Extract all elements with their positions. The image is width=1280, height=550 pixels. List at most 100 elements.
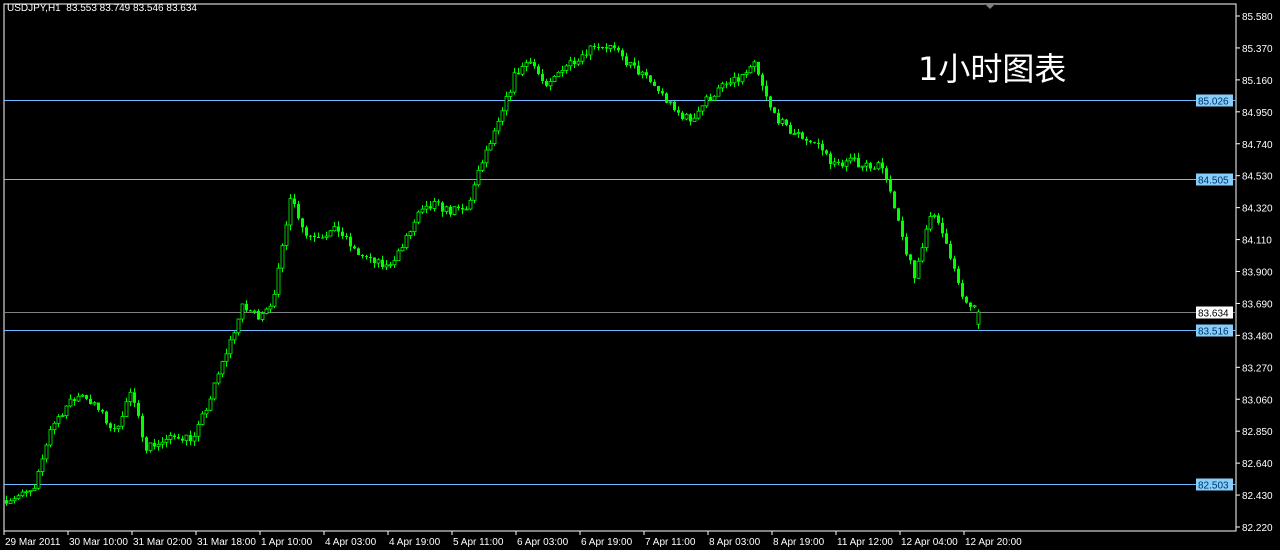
x-tick-label: 11 Apr 12:00 [837, 537, 893, 548]
y-tick-label: 82.430 [1242, 491, 1273, 502]
candle-body [716, 87, 721, 97]
x-tick-label: 1 Apr 10:00 [261, 537, 313, 548]
candle-body [48, 429, 53, 446]
candle-body [105, 411, 108, 424]
horizontal-line-label-bg [1196, 173, 1233, 186]
candle-body [392, 260, 397, 266]
candle-body [332, 226, 337, 232]
candle-body [249, 310, 252, 312]
candle-body [429, 206, 432, 209]
candle-body [68, 398, 73, 407]
candle-body [761, 74, 764, 86]
candle-body [837, 161, 840, 163]
candle-body [588, 45, 593, 56]
candle-body [953, 258, 956, 269]
candle-body [116, 425, 121, 430]
candle-body [301, 218, 304, 228]
x-tick-label: 4 Apr 03:00 [325, 537, 377, 548]
candle-body [712, 95, 717, 101]
candle-body [796, 132, 801, 135]
candle-body [173, 435, 176, 437]
x-tick-label: 6 Apr 19:00 [581, 537, 633, 548]
candle-body [321, 237, 324, 239]
candle-body [257, 311, 260, 320]
candle-body [780, 119, 785, 124]
candle-body [789, 124, 792, 134]
candle-body [160, 441, 165, 445]
candle-body [264, 308, 269, 315]
candle-body [528, 61, 533, 64]
candle-body [317, 237, 320, 239]
candle-body [813, 142, 816, 144]
candle-body [20, 491, 25, 497]
horizontal-line-label-bg [1196, 324, 1233, 337]
candle-body [905, 236, 908, 255]
candle-body [305, 227, 308, 236]
candle-body [605, 47, 608, 49]
y-tick-label: 84.320 [1242, 204, 1273, 215]
current-price-label-bg [1196, 306, 1233, 319]
x-tick-label: 4 Apr 19:00 [389, 537, 441, 548]
x-tick-label: 12 Apr 20:00 [965, 537, 1022, 548]
candle-body [541, 73, 544, 82]
candle-body [504, 96, 509, 112]
candle-body [148, 442, 153, 452]
candle-body [52, 422, 57, 431]
candle-body [765, 85, 768, 97]
candle-body [901, 220, 904, 237]
candle-body [297, 204, 300, 219]
candle-body [937, 215, 940, 223]
candle-body [480, 162, 485, 171]
candle-body [732, 76, 737, 84]
horizontal-line-label: 84.505 [1198, 176, 1229, 187]
candle-body [40, 458, 45, 472]
candle-body [56, 416, 61, 424]
candle-body [284, 224, 289, 247]
candle-body [324, 235, 329, 238]
candle-body [640, 71, 645, 75]
candle-body [252, 310, 257, 313]
candle-body [400, 247, 405, 252]
candle-body [512, 72, 517, 93]
candle-body [488, 143, 493, 151]
chart-shift-marker-icon [985, 4, 995, 9]
candle-body [625, 56, 628, 66]
candle-body [848, 157, 853, 162]
candle-body [668, 101, 673, 104]
candle-body [844, 160, 849, 167]
y-tick-label: 84.110 [1242, 236, 1272, 247]
candle-body [653, 81, 656, 86]
candle-body [141, 415, 144, 438]
candle-body [420, 208, 425, 213]
plot-frame [3, 3, 1237, 532]
candle-body [689, 114, 692, 122]
current-price-label: 83.634 [1198, 309, 1229, 320]
candle-body [153, 442, 156, 447]
candle-body [517, 72, 520, 75]
candle-body [416, 211, 421, 223]
candle-body [832, 161, 837, 165]
candle-body [817, 142, 820, 144]
candle-body [757, 61, 760, 75]
y-tick-label: 83.480 [1242, 331, 1273, 342]
candle-body [452, 206, 457, 215]
candle-body [120, 416, 125, 427]
candle-body [92, 402, 97, 405]
candle-body [869, 163, 872, 169]
candle-body [500, 110, 505, 122]
candle-body [633, 62, 636, 66]
candle-body [613, 45, 616, 48]
candle-body [280, 245, 285, 269]
candle-body [748, 66, 753, 74]
candle-body [345, 236, 348, 238]
candle-body [44, 444, 49, 460]
candle-body [677, 110, 680, 113]
candle-body [924, 228, 929, 249]
candle-body [472, 184, 477, 201]
y-tick-label: 83.690 [1242, 299, 1273, 310]
candle-body [177, 436, 180, 439]
candle-body [752, 61, 757, 68]
candle-body [357, 248, 360, 255]
candle-body [665, 93, 668, 103]
